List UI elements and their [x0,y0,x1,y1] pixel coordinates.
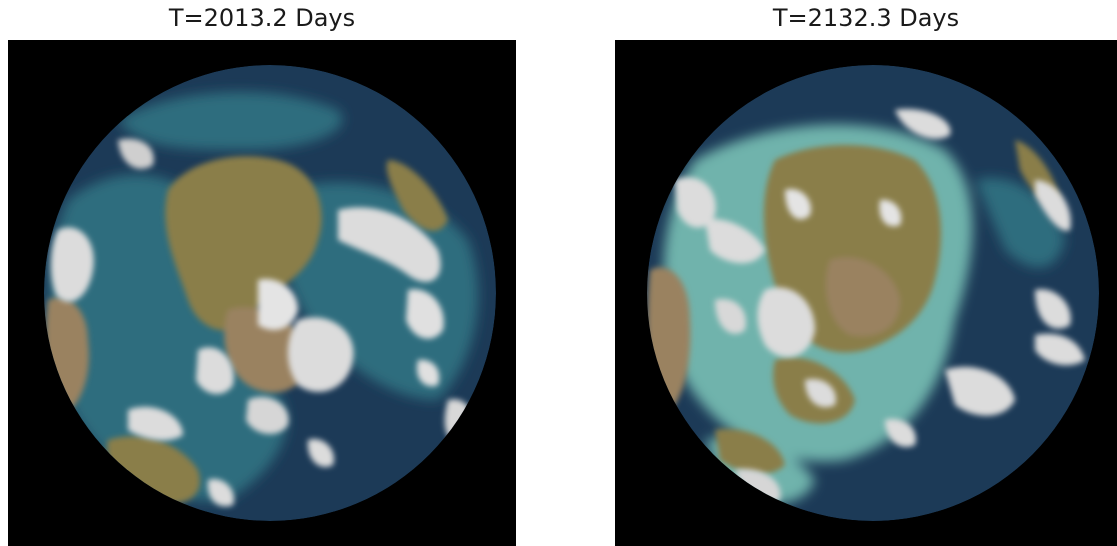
panel-title-left: T=2013.2 Days [168,4,356,32]
ice-patches [675,109,1085,503]
planet-render-left [8,40,516,546]
planet-image-frame-right [615,40,1117,546]
ocean-shallow-regions [49,91,478,502]
ice-patches [50,138,472,507]
panel-title-right: T=2132.3 Days [772,4,960,32]
landmass-regions [647,140,1060,475]
planet-render-right [615,40,1117,546]
planet-image-frame-left [8,40,516,546]
